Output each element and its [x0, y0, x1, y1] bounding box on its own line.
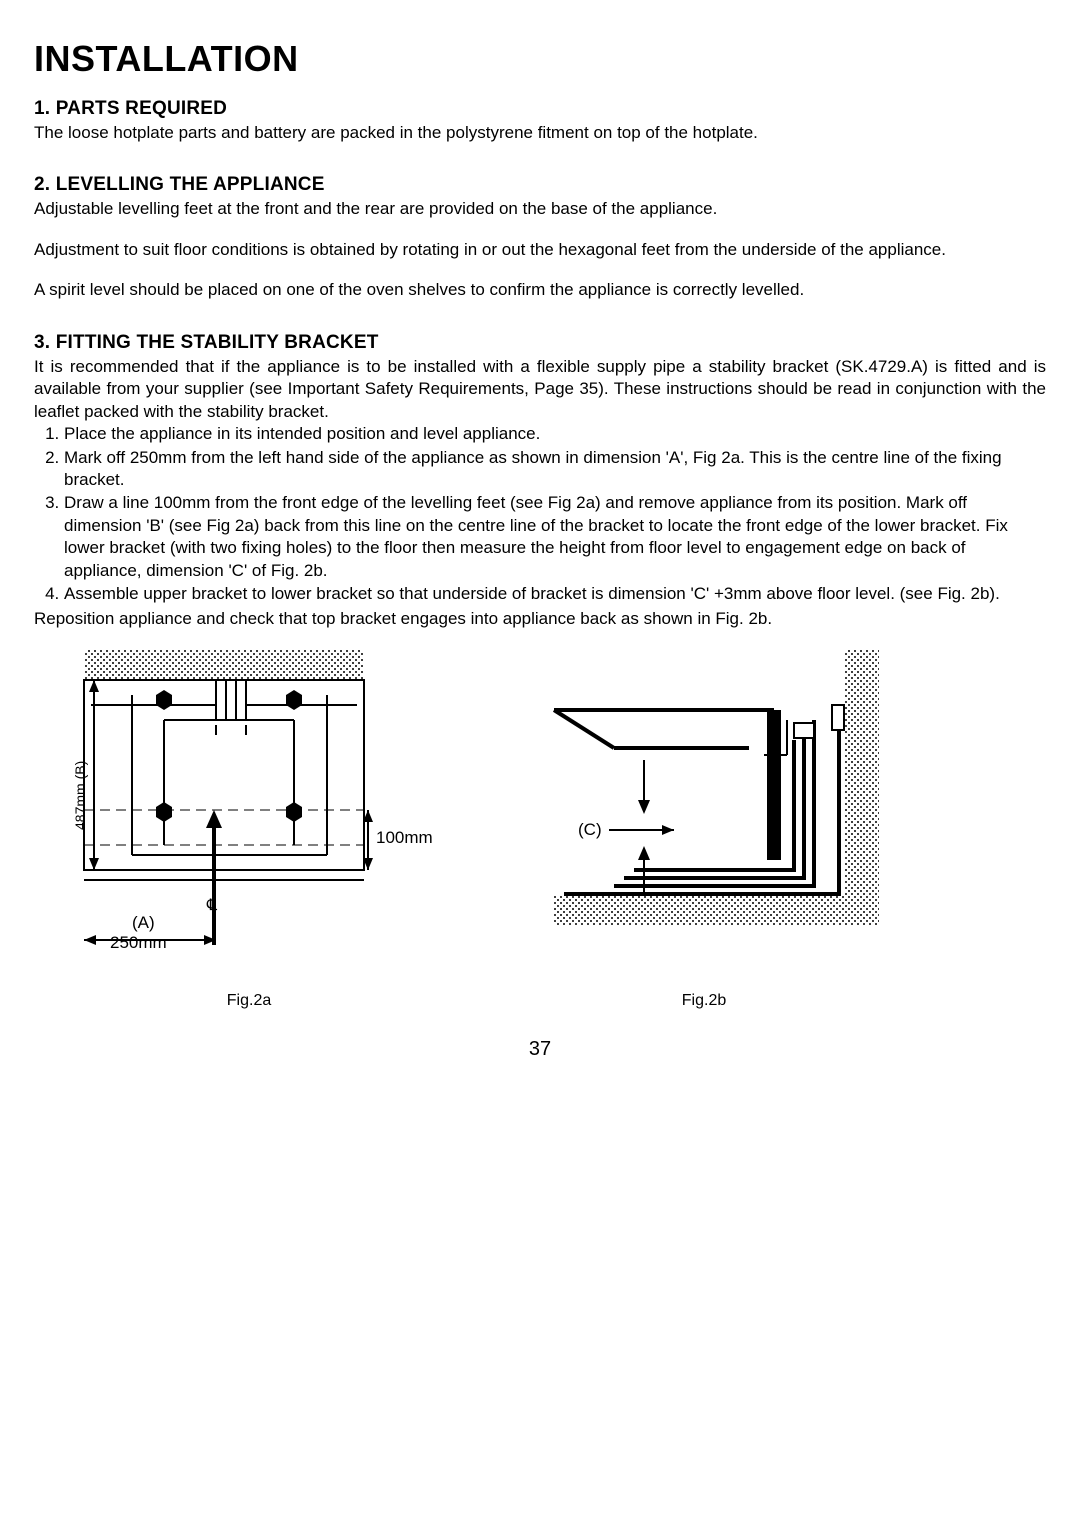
dim-label-100: 100mm: [376, 828, 433, 848]
figure-2a-caption: Fig.2a: [34, 992, 464, 1010]
page-number: 37: [0, 1038, 1080, 1061]
section-heading-levelling: 2. LEVELLING THE APPLIANCE: [34, 174, 1046, 196]
figure-2a: ℄ 487mm (B) 100mm (A) 250mm Fig.2a: [34, 650, 464, 1010]
dim-label-b: 487mm (B): [72, 761, 88, 830]
section-heading-parts: 1. PARTS REQUIRED: [34, 98, 1046, 120]
reposition-text: Reposition appliance and check that top …: [34, 608, 1046, 630]
parts-paragraph: The loose hotplate parts and battery are…: [34, 122, 1046, 144]
figure-2b: (C) Fig.2b: [494, 650, 914, 1010]
page-title: INSTALLATION: [34, 38, 1046, 80]
dim-label-a-letter: (A): [132, 913, 155, 933]
figure-2b-svg: [494, 650, 914, 980]
list-item: Place the appliance in its intended posi…: [64, 423, 1046, 445]
svg-text:℄: ℄: [206, 897, 218, 914]
levelling-p3: A spirit level should be placed on one o…: [34, 279, 1046, 301]
levelling-p1: Adjustable levelling feet at the front a…: [34, 198, 1046, 220]
levelling-p2: Adjustment to suit floor conditions is o…: [34, 239, 1046, 261]
bracket-intro: It is recommended that if the appliance …: [34, 356, 1046, 423]
dim-label-c: (C): [578, 820, 602, 840]
page-container: INSTALLATION 1. PARTS REQUIRED The loose…: [0, 0, 1080, 1528]
dim-label-a-value: 250mm: [110, 933, 167, 953]
list-item: Draw a line 100mm from the front edge of…: [64, 492, 1046, 582]
figure-2a-svg: ℄: [34, 650, 464, 980]
section-heading-bracket: 3. FITTING THE STABILITY BRACKET: [34, 332, 1046, 354]
list-item: Assemble upper bracket to lower bracket …: [64, 583, 1046, 605]
figure-2b-caption: Fig.2b: [494, 992, 914, 1010]
list-item: Mark off 250mm from the left hand side o…: [64, 447, 1046, 492]
figures-row: ℄ 487mm (B) 100mm (A) 250mm Fig.2a: [34, 650, 1046, 1010]
bracket-steps: Place the appliance in its intended posi…: [34, 423, 1046, 606]
